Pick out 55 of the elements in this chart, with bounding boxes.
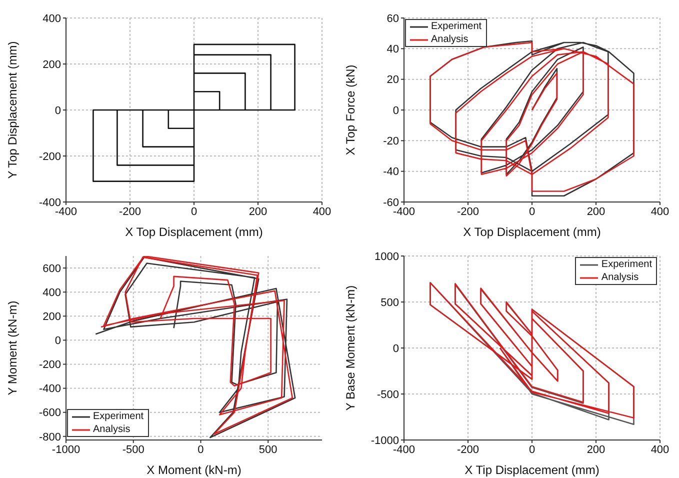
y-tick-label: -40 (383, 166, 399, 178)
y-axis-title: X Top Force (kN) (343, 64, 358, 156)
y-tick-label: -400 (38, 196, 61, 209)
y-axis-title: Y Top Displacement (mm) (5, 41, 20, 179)
y-tick-label: 400 (42, 286, 61, 299)
y-tick-label: -500 (376, 388, 399, 401)
x-tick-label: 500 (258, 444, 278, 456)
y-tick-label: 200 (42, 58, 61, 71)
x-tick-label: 400 (650, 206, 670, 218)
y-tick-label: 0 (54, 104, 61, 117)
legend-label: Experiment (431, 20, 482, 33)
y-tick-label: 500 (380, 296, 399, 309)
x-tick-label: 200 (248, 206, 268, 218)
y-axis-title: Y Base Moment (kN-m) (343, 285, 358, 411)
x-tick-label: -200 (118, 206, 142, 218)
y-tick-label: -200 (38, 359, 61, 372)
legend-label: Analysis (601, 271, 639, 284)
y-tick-label: -400 (38, 383, 61, 396)
x-tick-label: 400 (312, 206, 332, 218)
y-tick-label: 600 (42, 262, 61, 275)
x-tick-label: 0 (190, 206, 198, 218)
y-tick-label: 0 (392, 342, 399, 355)
legend-label: Analysis (93, 423, 130, 436)
y-tick-label: 20 (386, 74, 399, 86)
y-tick-label: 400 (42, 12, 61, 25)
legend-label: Experiment (601, 258, 652, 271)
legend-label: Experiment (93, 410, 144, 423)
y-tick-label: 1000 (374, 250, 399, 263)
y-tick-label: -200 (38, 150, 61, 163)
y-tick-label: -1000 (370, 434, 399, 447)
x-tick-label: 200 (586, 444, 606, 456)
y-tick-label: 60 (386, 12, 399, 25)
x-tick-label: 400 (650, 444, 670, 456)
y-tick-label: -20 (383, 136, 399, 148)
y-tick-label: -800 (38, 431, 61, 444)
x-tick-label: -500 (122, 444, 144, 456)
y-tick-label: 0 (392, 104, 399, 117)
x-tick-label: -200 (456, 444, 480, 456)
x-axis-title: X Top Displacement (mm) (125, 225, 263, 239)
line-series (92, 44, 296, 182)
y-tick-label: 0 (54, 335, 61, 348)
x-tick-label: 0 (528, 444, 536, 456)
x-axis-title: X Top Displacement (mm) (463, 225, 601, 239)
y-axis-title: Y Moment (kN-m) (5, 300, 20, 396)
x-axis-title: X Tip Displacement (mm) (464, 463, 600, 477)
legend-label: Analysis (431, 33, 468, 46)
y-tick-label: -600 (38, 407, 61, 420)
x-tick-label: 0 (528, 206, 536, 218)
x-tick-label: -200 (456, 206, 480, 218)
y-tick-label: 40 (386, 44, 399, 56)
y-tick-label: 200 (42, 311, 61, 324)
y-tick-label: -60 (383, 196, 399, 209)
x-tick-label: 200 (586, 206, 606, 218)
x-tick-label: 0 (198, 444, 204, 456)
x-axis-title: X Moment (kN-m) (146, 463, 242, 477)
